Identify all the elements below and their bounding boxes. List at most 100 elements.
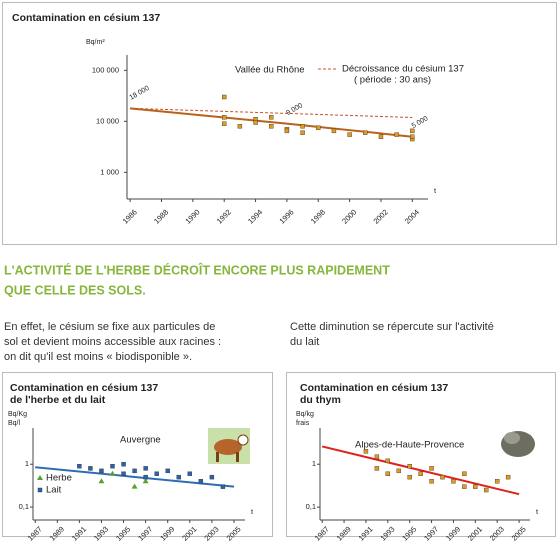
point xyxy=(237,124,243,129)
heading: L'ACTIVITÉ DE L'HERBE DÉCROÎT ENCORE PLU… xyxy=(4,262,390,277)
y-tick-label: 10 000 xyxy=(96,116,119,125)
trend-line xyxy=(321,445,520,496)
x-tick-label: 2005 xyxy=(510,525,528,543)
chart-title: Contamination en césium 137 xyxy=(10,382,158,394)
legend-note: ( période : 30 ans) xyxy=(354,75,431,86)
chart-title: Contamination en césium 137 xyxy=(300,382,448,394)
x-tick-label: 1999 xyxy=(444,525,462,543)
paragraph-line: sol et devient moins accessible aux raci… xyxy=(4,336,221,348)
point xyxy=(505,474,511,480)
point xyxy=(110,463,115,469)
point xyxy=(484,487,489,493)
x-tick-label: 2004 xyxy=(403,208,421,226)
point xyxy=(154,471,159,476)
x-tick-label: 1988 xyxy=(152,208,170,226)
x-tick-label: 2005 xyxy=(225,525,243,543)
x-tick-label: 1989 xyxy=(335,525,353,543)
point xyxy=(410,134,415,139)
legend-swatch xyxy=(37,487,43,493)
point xyxy=(378,134,384,139)
x-tick-label: 1989 xyxy=(48,525,66,543)
x-tick-label: 1997 xyxy=(422,525,440,543)
region-label: Auvergne xyxy=(120,435,161,446)
point xyxy=(300,124,305,129)
point xyxy=(385,471,391,476)
region-label: Vallée du Rhône xyxy=(235,65,305,76)
x-tick-label: 2001 xyxy=(180,525,198,543)
y-tick-label: 1 000 xyxy=(100,167,119,176)
x-tick-label: 2000 xyxy=(340,208,358,226)
region-label: Alpes-de-Haute-Provence xyxy=(355,440,464,451)
x-tick-label: 1987 xyxy=(26,525,44,543)
x-tick-label: 1986 xyxy=(121,208,139,226)
point xyxy=(316,125,321,130)
y-tick-label: 1 xyxy=(312,459,316,468)
x-tick-label: 1997 xyxy=(136,525,154,543)
y-tick-label: 1 xyxy=(25,459,29,468)
point xyxy=(198,479,204,484)
x-tick-label: 2002 xyxy=(372,208,390,226)
trend-line xyxy=(130,107,413,118)
thyme-picture xyxy=(501,431,535,457)
point xyxy=(221,115,227,120)
chart-title: de l'herbe et du lait xyxy=(10,394,106,406)
x-tick-label: 1999 xyxy=(158,525,176,543)
x-tick-label: 1987 xyxy=(313,525,331,543)
point xyxy=(165,468,170,474)
point xyxy=(385,458,391,464)
point xyxy=(347,132,352,137)
point xyxy=(221,121,227,126)
point xyxy=(363,130,368,135)
point xyxy=(440,474,445,480)
legend-label: Herbe xyxy=(46,473,72,484)
chart-title: du thym xyxy=(300,394,341,406)
chart-frame xyxy=(2,2,557,245)
y-unit: Bq/kg xyxy=(296,411,314,418)
point xyxy=(269,115,274,120)
point xyxy=(462,471,467,476)
point xyxy=(121,462,126,467)
y-unit: Bq/Kg xyxy=(8,411,27,418)
legend-label: Décroissance du césium 137 xyxy=(342,64,464,75)
point xyxy=(88,466,93,471)
y-tick-label: 0,1 xyxy=(306,502,316,511)
x-tick-label: 1990 xyxy=(183,208,201,226)
point xyxy=(142,478,149,484)
value-label: 9 000 xyxy=(285,102,304,117)
x-tick-label: 1991 xyxy=(356,525,374,543)
point xyxy=(451,479,456,484)
point xyxy=(374,466,380,471)
point xyxy=(221,94,227,100)
point xyxy=(418,471,423,476)
point xyxy=(407,463,412,469)
y-unit: frais xyxy=(296,420,310,427)
x-tick-label: 2001 xyxy=(466,525,484,543)
x-tick-label: 1995 xyxy=(114,525,132,543)
trend-line xyxy=(130,107,413,138)
point xyxy=(429,479,434,484)
point xyxy=(253,120,258,125)
y-unit: Bq/m² xyxy=(86,39,105,46)
heading: QUE CELLE DES SOLS. xyxy=(4,283,146,297)
point xyxy=(407,474,412,480)
point xyxy=(143,474,148,480)
point xyxy=(121,471,126,476)
point xyxy=(394,132,399,137)
point xyxy=(143,466,148,471)
point xyxy=(187,471,192,476)
point xyxy=(269,124,274,129)
x-tick-label: 1991 xyxy=(70,525,88,543)
x-tick-label: 1992 xyxy=(215,208,233,226)
y-tick-label: 100 000 xyxy=(92,65,119,74)
chart-frame xyxy=(286,372,556,537)
x-axis-label: t xyxy=(251,507,254,516)
point xyxy=(429,466,434,471)
point xyxy=(284,128,290,134)
x-tick-label: 1993 xyxy=(92,525,110,543)
paragraph-line: du lait xyxy=(290,336,319,348)
x-tick-label: 1996 xyxy=(277,208,295,226)
chart-title: Contamination en césium 137 xyxy=(12,12,160,24)
point xyxy=(331,128,337,134)
x-tick-label: 1994 xyxy=(246,208,264,226)
